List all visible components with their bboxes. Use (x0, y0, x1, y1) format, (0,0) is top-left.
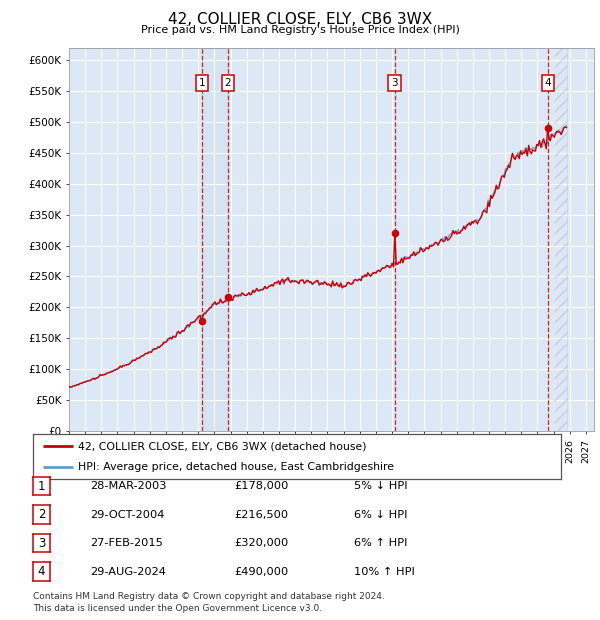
Text: 5% ↓ HPI: 5% ↓ HPI (354, 481, 407, 491)
Text: 2: 2 (224, 78, 231, 89)
Text: 4: 4 (545, 78, 551, 89)
Text: 28-MAR-2003: 28-MAR-2003 (90, 481, 167, 491)
Text: 29-AUG-2024: 29-AUG-2024 (90, 567, 166, 577)
Text: 3: 3 (391, 78, 398, 89)
Text: 1: 1 (38, 480, 45, 492)
Text: 42, COLLIER CLOSE, ELY, CB6 3WX: 42, COLLIER CLOSE, ELY, CB6 3WX (168, 12, 432, 27)
Text: 6% ↓ HPI: 6% ↓ HPI (354, 510, 407, 520)
Text: £216,500: £216,500 (234, 510, 288, 520)
Text: 3: 3 (38, 537, 45, 549)
Text: £178,000: £178,000 (234, 481, 289, 491)
Text: 10% ↑ HPI: 10% ↑ HPI (354, 567, 415, 577)
Text: 42, COLLIER CLOSE, ELY, CB6 3WX (detached house): 42, COLLIER CLOSE, ELY, CB6 3WX (detache… (78, 441, 367, 451)
Text: Price paid vs. HM Land Registry's House Price Index (HPI): Price paid vs. HM Land Registry's House … (140, 25, 460, 35)
Text: 29-OCT-2004: 29-OCT-2004 (90, 510, 164, 520)
Text: Contains HM Land Registry data © Crown copyright and database right 2024.
This d: Contains HM Land Registry data © Crown c… (33, 591, 385, 613)
Text: HPI: Average price, detached house, East Cambridgeshire: HPI: Average price, detached house, East… (78, 462, 394, 472)
Text: 2: 2 (38, 508, 45, 521)
Text: 4: 4 (38, 565, 45, 578)
Text: 1: 1 (199, 78, 205, 89)
Text: 27-FEB-2015: 27-FEB-2015 (90, 538, 163, 548)
Text: £490,000: £490,000 (234, 567, 288, 577)
Bar (202, 48, 228, 431)
Text: 6% ↑ HPI: 6% ↑ HPI (354, 538, 407, 548)
Text: £320,000: £320,000 (234, 538, 288, 548)
